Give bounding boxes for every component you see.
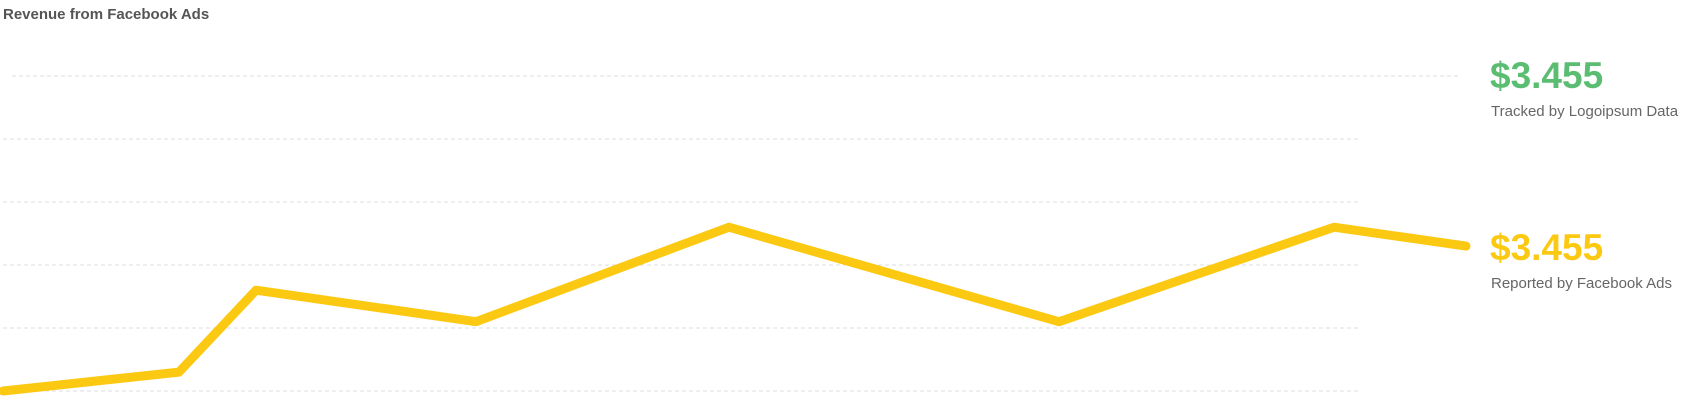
summary-label: Tracked by Logoipsum Data — [1491, 103, 1679, 120]
series-line — [0, 222, 1471, 396]
chart-title: Revenue from Facebook Ads — [3, 6, 209, 23]
summary-value: $3.455 — [1490, 55, 1603, 96]
summary-label: Reported by Facebook Ads — [1491, 275, 1672, 292]
summary-value: $3.455 — [1490, 227, 1603, 268]
